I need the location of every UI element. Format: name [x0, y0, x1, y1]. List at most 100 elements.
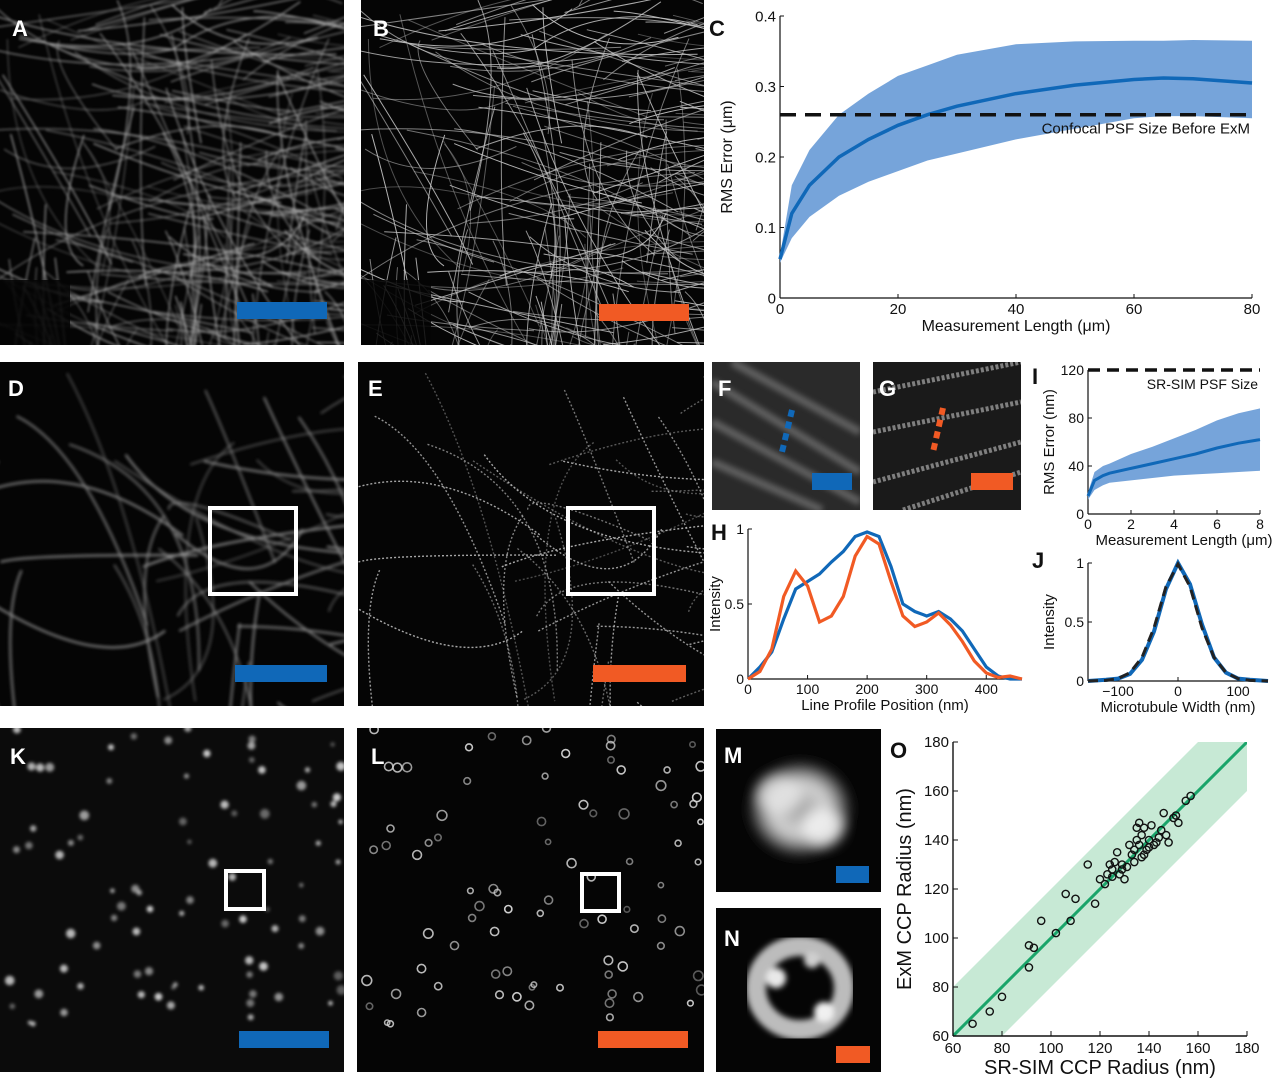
- ccp-texture: [184, 773, 189, 779]
- ccp-texture: [464, 743, 474, 752]
- fiber-texture: [182, 212, 307, 260]
- data-point: [1100, 879, 1110, 889]
- line-profile-g: [930, 407, 946, 453]
- ccp-texture: [579, 918, 589, 929]
- fiber-texture: [358, 554, 557, 563]
- profile-line-orange: [747, 534, 1023, 681]
- fiber-texture: [19, 35, 175, 55]
- fiber-texture: [663, 17, 704, 34]
- fiber-texture: [508, 212, 693, 255]
- fiber-texture: [226, 29, 344, 61]
- fiber-texture: [0, 186, 124, 199]
- fiber-texture: [544, 125, 704, 169]
- fiber-texture: [531, 34, 561, 345]
- fiber-texture: [95, 229, 108, 345]
- fiber-texture: [199, 151, 344, 172]
- fiber-texture: [175, 277, 306, 345]
- panel-label-n: N: [724, 926, 740, 951]
- fiber-texture: [159, 34, 344, 65]
- ccp-texture: [249, 990, 257, 998]
- panel-label-k: K: [10, 744, 26, 769]
- ccp-texture: [424, 838, 433, 847]
- fiber-texture: [661, 256, 704, 261]
- ccp-texture: [695, 760, 704, 772]
- y-tick-label: 0: [1076, 673, 1084, 689]
- ccp-texture: [179, 910, 185, 916]
- panel-k-image: K: [0, 728, 344, 1072]
- fiber-texture: [361, 10, 549, 68]
- ccp-texture: [488, 883, 499, 894]
- ccp-texture: [77, 982, 84, 990]
- ccp-texture: [186, 896, 194, 904]
- fiber-texture: [199, 182, 344, 219]
- y-tick-label: 0.3: [755, 79, 776, 96]
- fiber-texture: [203, 217, 221, 345]
- x-axis-label: Microtubule Width (nm): [1100, 699, 1255, 716]
- fiber-texture: [625, 150, 680, 261]
- width-line-dashed: [1087, 561, 1269, 683]
- fiber-texture: [563, 460, 704, 481]
- fiber-texture: [638, 173, 704, 187]
- ccp-zoom-n: [746, 936, 854, 1040]
- ccp-texture: [656, 941, 666, 950]
- fiber-texture: [107, 291, 263, 345]
- fiber-texture: [531, 31, 704, 83]
- fiber-texture: [496, 1, 662, 70]
- data-point: [1134, 840, 1144, 850]
- data-point: [1117, 860, 1127, 869]
- fiber-texture: [448, 271, 481, 345]
- ccp-texture: [4, 975, 15, 986]
- fiber-texture: [320, 397, 344, 415]
- ccp-texture: [298, 943, 305, 949]
- width-line-blue: [1087, 558, 1269, 683]
- fiber-texture: [70, 0, 193, 41]
- panel-n-image: N: [716, 908, 881, 1072]
- fiber-texture: [0, 80, 92, 237]
- ccp-texture: [146, 905, 154, 913]
- fiber-texture: [454, 128, 679, 213]
- fiber-texture: [293, 245, 344, 252]
- data-point: [1024, 963, 1034, 972]
- fiber-texture: [329, 639, 344, 646]
- ccp-texture: [489, 926, 500, 937]
- fiber-texture: [469, 0, 492, 211]
- data-point: [1029, 943, 1039, 953]
- ccp-texture: [296, 780, 307, 791]
- fiber-texture: [180, 128, 197, 345]
- fiber-texture: [0, 554, 199, 563]
- ccp-texture: [604, 998, 615, 1009]
- fiber-texture: [361, 223, 521, 281]
- x-tick-label: 6: [1213, 516, 1221, 532]
- ccp-texture: [657, 914, 667, 924]
- fiber-texture: [526, 502, 651, 542]
- fiber-texture: [54, 242, 255, 306]
- fiber-texture: [456, 229, 469, 345]
- profile-line-blue: [746, 530, 1022, 681]
- x-tick-label: 40: [1008, 301, 1025, 318]
- fiber-texture: [164, 66, 344, 104]
- x-tick-label: 0: [1084, 516, 1092, 532]
- fiber-texture: [516, 192, 674, 206]
- fiber-texture: [523, 228, 704, 273]
- y-tick-label: 180: [924, 734, 949, 751]
- fiber-texture: [603, 326, 704, 345]
- fiber-texture: [324, 291, 344, 321]
- fiber-texture: [468, 182, 643, 224]
- fiber-texture: [204, 62, 344, 106]
- fiber-texture: [367, 569, 381, 706]
- ccp-texture: [466, 887, 474, 895]
- ccp-texture: [338, 819, 343, 824]
- fiber-texture: [526, 203, 553, 345]
- x-tick-label: 140: [1136, 1040, 1161, 1057]
- ccp-texture: [536, 816, 547, 827]
- ccp-texture: [34, 989, 44, 999]
- fiber-texture: [183, 125, 344, 169]
- fiber-texture: [249, 592, 261, 706]
- x-tick-label: 100: [1038, 1040, 1063, 1057]
- ccp-texture: [561, 748, 571, 759]
- fiber-texture: [606, 150, 704, 167]
- data-point: [1066, 916, 1075, 926]
- ccp-texture: [131, 884, 140, 893]
- ccp-texture: [433, 981, 443, 991]
